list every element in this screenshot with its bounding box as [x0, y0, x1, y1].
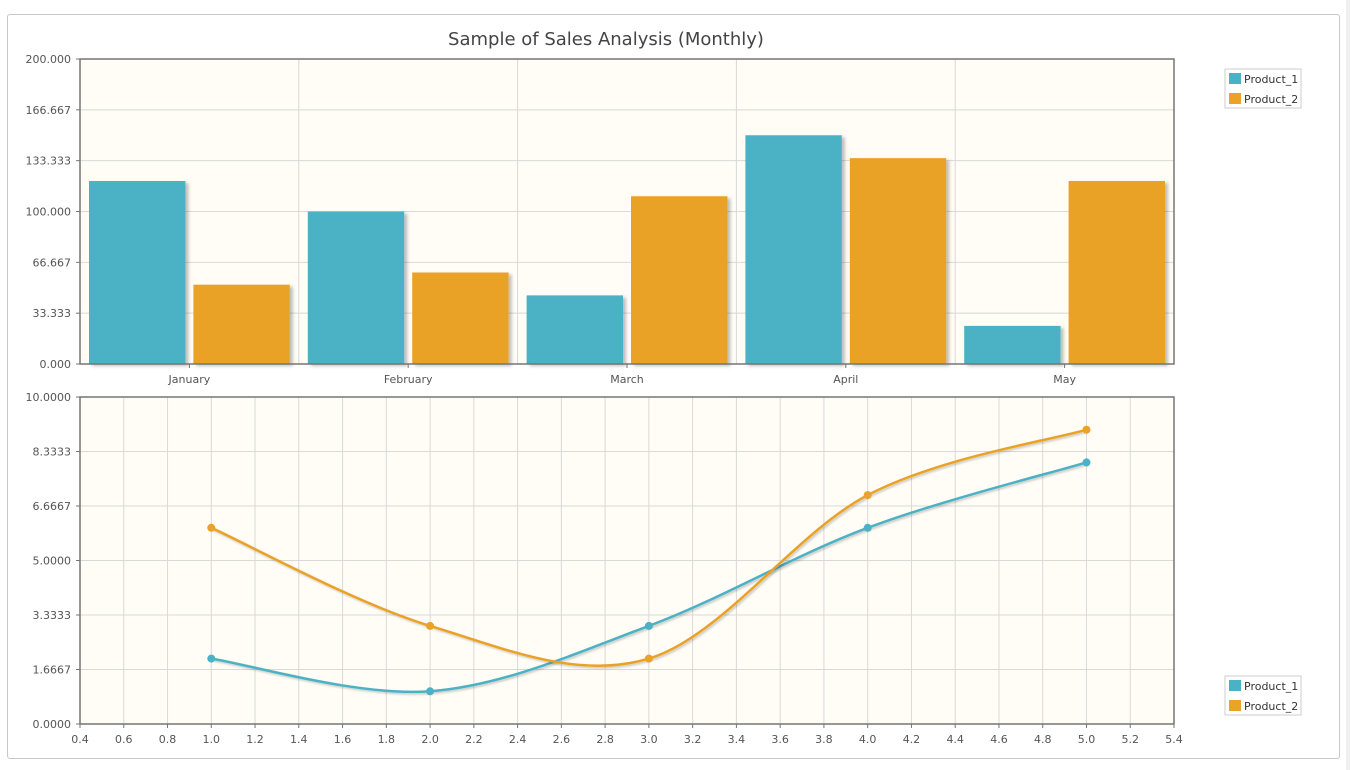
point-product-1-4 [863, 523, 872, 532]
scrollbar-track[interactable] [1346, 0, 1350, 770]
line-x-tick-label: 1.8 [378, 733, 396, 746]
line-y-tick-label: 6.6667 [33, 500, 72, 513]
point-product-2-5 [1082, 425, 1091, 434]
line-legend-swatch-product-1 [1229, 680, 1241, 691]
line-series [207, 425, 1091, 696]
line-x-tick-label: 4.4 [946, 733, 964, 746]
bar-y-tick-label: 100.000 [26, 206, 72, 219]
line-x-tick-label: 2.8 [596, 733, 614, 746]
bar-product-1-march [526, 295, 623, 364]
bar-legend-swatch-product-2 [1229, 93, 1241, 104]
line-x-tick-label: 1.0 [203, 733, 221, 746]
point-product-1-5 [1082, 458, 1091, 467]
line-legend-label-product-1: Product_1 [1244, 680, 1298, 693]
bar-legend: Product_1 Product_2 [1224, 68, 1302, 109]
point-product-1-2 [426, 687, 435, 696]
bar-y-tick-label: 133.333 [26, 155, 72, 168]
line-x-axis: 0.4 0.6 0.8 1.0 1.2 1.4 1.6 1.8 2.0 2.2 2.4 2.6 2.8 3… [71, 724, 1183, 746]
point-product-2-2 [426, 621, 435, 630]
line-y-tick-label: 0.0000 [33, 718, 72, 731]
bar-y-axis: 0.000 33.333 66.667 100.000 133.333 166.667 20… [26, 53, 80, 371]
bar-y-tick-label: 66.667 [33, 256, 72, 269]
line-x-tick-label: 5.4 [1165, 733, 1183, 746]
bar-series [89, 135, 1165, 364]
line-x-tick-label: 0.4 [71, 733, 89, 746]
line-x-tick-label: 5.2 [1121, 733, 1139, 746]
line-x-tick-label: 4.8 [1034, 733, 1052, 746]
bar-y-tick-label: 33.333 [33, 307, 72, 320]
line-legend: Product_1 Product_2 [1224, 675, 1302, 716]
bar-product-1-april [745, 135, 842, 364]
bar-plot-border [79, 58, 1175, 365]
line-x-tick-label: 3.4 [728, 733, 746, 746]
bar-product-1-may [964, 325, 1061, 364]
line-y-axis: 0.0000 1.6667 3.3333 5.0000 6.6667 8.3333 10.0… [26, 391, 80, 731]
line-x-tick-label: 4.2 [903, 733, 921, 746]
line-x-tick-label: 3.6 [771, 733, 789, 746]
point-product-2-4 [863, 491, 872, 500]
bar-x-tick-label: May [1053, 373, 1076, 386]
bar-product-2-may [1068, 181, 1165, 364]
line-x-tick-label: 2.4 [509, 733, 527, 746]
line-x-tick-label: 1.4 [290, 733, 308, 746]
bar-y-tick-label: 166.667 [26, 104, 72, 117]
line-x-tick-label: 0.6 [115, 733, 133, 746]
bar-y-tick-label: 200.000 [26, 53, 72, 66]
bar-x-axis: January February March April May [168, 364, 1076, 386]
line-y-tick-label: 5.0000 [33, 555, 72, 568]
line-x-tick-label: 3.0 [640, 733, 658, 746]
line-x-tick-label: 1.6 [334, 733, 352, 746]
line-x-tick-label: 0.8 [159, 733, 177, 746]
line-x-tick-label: 2.6 [553, 733, 571, 746]
line-y-tick-label: 8.3333 [33, 446, 72, 459]
line-y-tick-label: 10.0000 [26, 391, 72, 404]
bar-x-tick-label: April [833, 373, 858, 386]
point-product-1-1 [207, 654, 216, 663]
bar-x-tick-label: March [610, 373, 644, 386]
bar-y-tick-label: 0.000 [40, 358, 72, 371]
bar-product-2-february [412, 272, 509, 364]
line-x-tick-label: 3.2 [684, 733, 702, 746]
line-y-tick-label: 1.6667 [33, 664, 72, 677]
bar-product-2-january [193, 284, 290, 364]
line-plot-border [79, 396, 1175, 725]
point-product-2-3 [644, 654, 653, 663]
chart-title: Sample of Sales Analysis (Monthly) [448, 29, 764, 50]
bar-product-1-january [89, 181, 186, 364]
line-x-tick-label: 1.2 [246, 733, 264, 746]
bar-legend-label-product-2: Product_2 [1244, 93, 1298, 106]
line-x-tick-label: 2.0 [421, 733, 439, 746]
bar-product-2-april [849, 158, 947, 364]
bar-x-tick-label: February [384, 373, 433, 386]
line-x-tick-label: 2.2 [465, 733, 483, 746]
point-product-1-3 [644, 621, 653, 630]
bar-legend-label-product-1: Product_1 [1244, 73, 1298, 86]
point-product-2-1 [207, 523, 216, 532]
bar-x-tick-label: January [168, 373, 211, 386]
bar-legend-swatch-product-1 [1229, 73, 1241, 84]
bar-product-1-february [307, 211, 405, 364]
bar-product-2-march [631, 196, 728, 364]
line-x-tick-label: 4.6 [990, 733, 1008, 746]
line-legend-label-product-2: Product_2 [1244, 700, 1298, 713]
line-x-tick-label: 5.0 [1078, 733, 1096, 746]
line-y-tick-label: 3.3333 [33, 609, 72, 622]
line-legend-swatch-product-2 [1229, 700, 1241, 711]
line-x-tick-label: 4.0 [859, 733, 877, 746]
line-x-tick-label: 3.8 [815, 733, 833, 746]
